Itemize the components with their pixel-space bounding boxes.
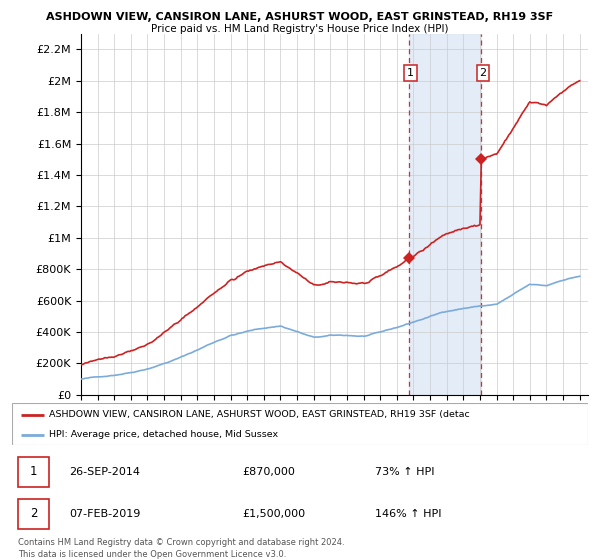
Text: 26-SEP-2014: 26-SEP-2014: [70, 467, 140, 477]
Bar: [18, 457, 49, 487]
Bar: [18, 499, 49, 529]
Text: Price paid vs. HM Land Registry's House Price Index (HPI): Price paid vs. HM Land Registry's House …: [151, 24, 449, 34]
Text: 1: 1: [407, 68, 414, 78]
Text: This data is licensed under the Open Government Licence v3.0.: This data is licensed under the Open Gov…: [18, 550, 286, 559]
Text: HPI: Average price, detached house, Mid Sussex: HPI: Average price, detached house, Mid …: [49, 430, 278, 439]
Text: 2: 2: [479, 68, 487, 78]
Text: 2: 2: [30, 507, 37, 520]
Text: 07-FEB-2019: 07-FEB-2019: [70, 509, 141, 519]
Text: £1,500,000: £1,500,000: [242, 509, 305, 519]
Text: £870,000: £870,000: [242, 467, 295, 477]
Text: ASHDOWN VIEW, CANSIRON LANE, ASHURST WOOD, EAST GRINSTEAD, RH19 3SF: ASHDOWN VIEW, CANSIRON LANE, ASHURST WOO…: [46, 12, 554, 22]
Text: 146% ↑ HPI: 146% ↑ HPI: [375, 509, 442, 519]
Bar: [409, 34, 481, 395]
Text: 1: 1: [30, 465, 37, 478]
Text: 73% ↑ HPI: 73% ↑ HPI: [375, 467, 434, 477]
Text: ASHDOWN VIEW, CANSIRON LANE, ASHURST WOOD, EAST GRINSTEAD, RH19 3SF (detac: ASHDOWN VIEW, CANSIRON LANE, ASHURST WOO…: [49, 410, 470, 419]
Text: Contains HM Land Registry data © Crown copyright and database right 2024.: Contains HM Land Registry data © Crown c…: [18, 538, 344, 547]
